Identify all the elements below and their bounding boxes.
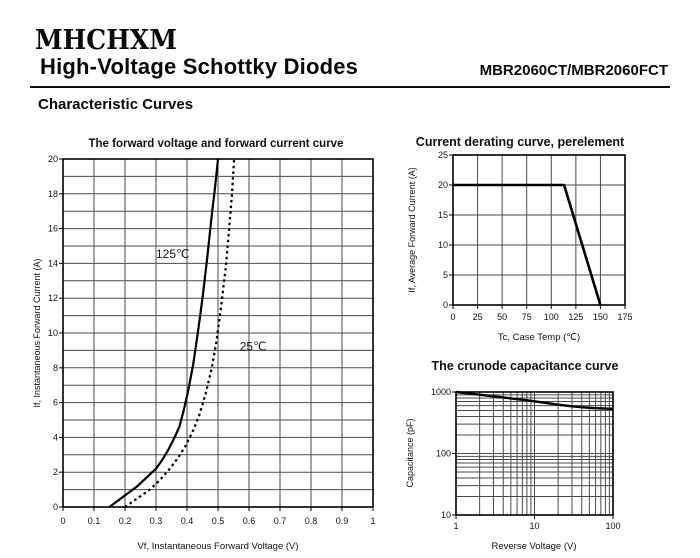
section-heading: Characteristic Curves bbox=[38, 96, 194, 113]
x-tick-label: 10 bbox=[529, 521, 539, 531]
x-tick-label: 175 bbox=[617, 312, 632, 322]
y-tick-label: 15 bbox=[438, 210, 448, 220]
header-rule bbox=[30, 86, 670, 88]
x-tick-label: 25 bbox=[473, 312, 483, 322]
x-tick-label: 125 bbox=[568, 312, 583, 322]
x-tick-label: 0.3 bbox=[150, 516, 163, 526]
y-tick-label: 18 bbox=[48, 189, 58, 199]
brand-logo: MHCHXM bbox=[35, 24, 177, 56]
y-tick-label: 20 bbox=[48, 154, 58, 164]
y-tick-label: 20 bbox=[438, 180, 448, 190]
x-tick-label: 0.2 bbox=[119, 516, 132, 526]
series-curve-25 bbox=[124, 158, 236, 508]
x-tick-label: 0.4 bbox=[181, 516, 194, 526]
x-tick-label: 100 bbox=[544, 312, 559, 322]
x-tick-label: 100 bbox=[605, 521, 620, 531]
y-tick-label: 14 bbox=[48, 258, 58, 268]
ticks bbox=[59, 158, 374, 511]
chart-title: The forward voltage and forward current … bbox=[89, 138, 344, 150]
series-label: 125℃ bbox=[156, 247, 190, 261]
x-tick-label: 0.7 bbox=[274, 516, 287, 526]
y-tick-label: 10 bbox=[48, 328, 58, 338]
x-axis-title: Vf, Instantaneous Forward Voltage (V) bbox=[137, 541, 298, 552]
ticks bbox=[452, 391, 614, 519]
x-tick-label: 0.6 bbox=[243, 516, 256, 526]
x-tick-label: 75 bbox=[522, 312, 532, 322]
y-tick-label: 0 bbox=[53, 502, 58, 512]
y-axis-title: Capacitance (pF) bbox=[405, 418, 415, 487]
grid bbox=[455, 391, 614, 516]
y-tick-label: 1000 bbox=[431, 387, 451, 397]
grid bbox=[452, 154, 626, 306]
y-tick-label: 5 bbox=[443, 270, 448, 280]
tick-labels: 0 0.1 0.2 0.3 0.4 0.5 0.6 0.7 0.8 0.9 102468101214… bbox=[48, 154, 376, 526]
series-curve bbox=[453, 183, 602, 306]
x-tick-label: 0.1 bbox=[88, 516, 101, 526]
x-tick-label: 0.9 bbox=[336, 516, 349, 526]
part-number: MBR2060CT/MBR2060FCT bbox=[479, 62, 668, 79]
y-tick-label: 0 bbox=[443, 300, 448, 310]
y-tick-label: 8 bbox=[53, 363, 58, 373]
y-tick-label: 25 bbox=[438, 150, 448, 160]
y-axis-title: If, Instantaneous Forward Current (A) bbox=[32, 258, 42, 407]
x-tick-label: 1 bbox=[453, 521, 458, 531]
x-tick-label: 150 bbox=[593, 312, 608, 322]
x-tick-label: 50 bbox=[497, 312, 507, 322]
y-tick-label: 4 bbox=[53, 432, 58, 442]
y-tick-label: 100 bbox=[436, 449, 451, 459]
y-tick-label: 16 bbox=[48, 224, 58, 234]
page-title: High-Voltage Schottky Diodes bbox=[40, 54, 359, 79]
y-tick-label: 12 bbox=[48, 293, 58, 303]
x-tick-label: 0 bbox=[450, 312, 455, 322]
y-tick-label: 10 bbox=[438, 240, 448, 250]
y-tick-label: 2 bbox=[53, 467, 58, 477]
y-axis-title: If, Average Forward Current (A) bbox=[407, 167, 417, 292]
tick-labels: 0 25 50 75 100 125 150 175 0 5 10 15 20 25 bbox=[438, 150, 633, 322]
plot-border bbox=[452, 154, 626, 306]
chart-title: The crunode capacitance curve bbox=[432, 359, 619, 373]
x-axis-title: Tc, Case Temp (℃) bbox=[498, 332, 580, 343]
chart-title: Current derating curve, perelement bbox=[416, 135, 625, 149]
series-curve-125 bbox=[108, 158, 220, 508]
x-tick-label: 0 bbox=[60, 516, 65, 526]
x-axis-title: Reverse Voltage (V) bbox=[491, 541, 576, 552]
y-tick-label: 6 bbox=[53, 398, 58, 408]
x-tick-label: 0.5 bbox=[212, 516, 225, 526]
ticks bbox=[449, 154, 626, 309]
forward-voltage-forward-current-chart: 0 0.1 0.2 0.3 0.4 0.5 0.6 0.7 0.8 0.9 102468101214… bbox=[32, 138, 376, 552]
series-curve bbox=[455, 390, 614, 410]
x-tick-label: 1 bbox=[370, 516, 375, 526]
series-label: 25℃ bbox=[240, 339, 267, 353]
y-tick-label: 10 bbox=[441, 510, 451, 520]
x-tick-label: 0.8 bbox=[305, 516, 318, 526]
grid bbox=[62, 158, 374, 508]
